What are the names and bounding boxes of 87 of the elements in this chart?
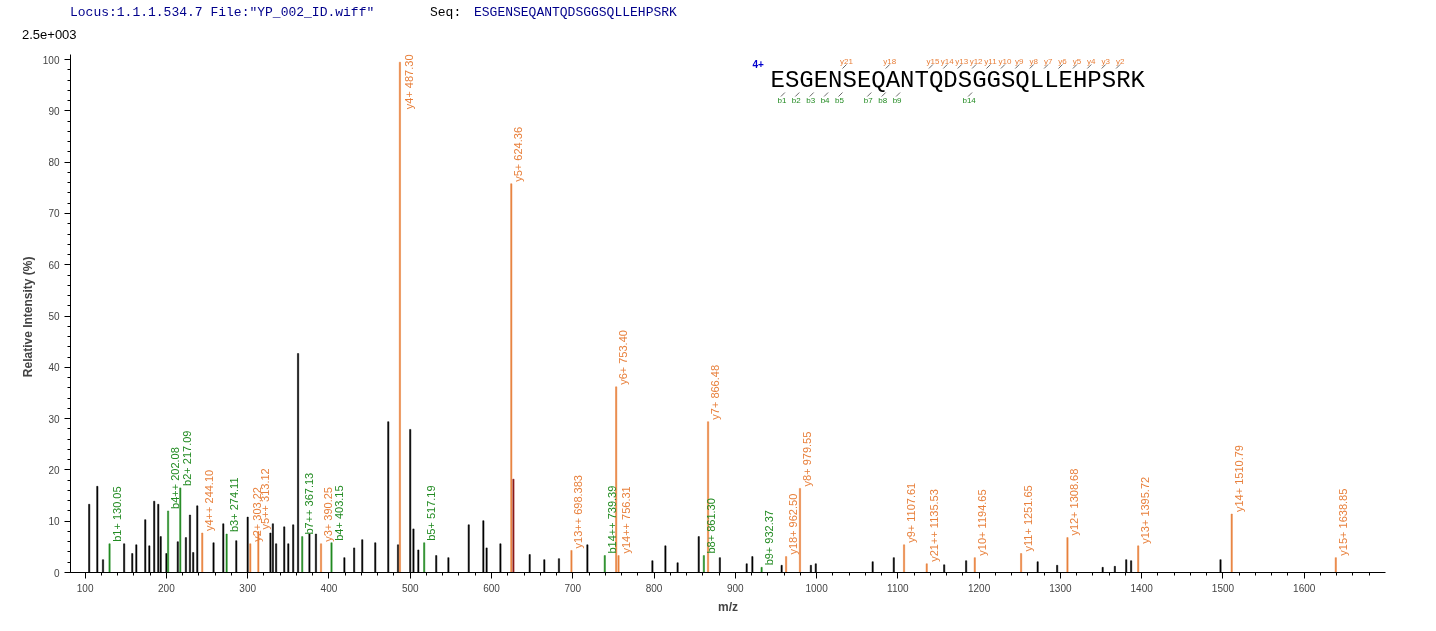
- annotation: y8: [1029, 57, 1039, 66]
- annotation: 4+: [752, 58, 765, 70]
- y-tick-label: 40: [48, 362, 60, 374]
- y-tick-label: 80: [48, 157, 60, 169]
- annotation: b4: [820, 96, 831, 105]
- y-tick-label: 100: [42, 54, 60, 66]
- annotation: b9: [892, 96, 903, 105]
- annotation: y18: [883, 57, 897, 66]
- annotation: y14: [940, 57, 955, 66]
- data-label: y6+ 753.40: [617, 330, 630, 385]
- data-label: y4++ 244.10: [203, 469, 216, 532]
- x-tick-label: 400: [320, 582, 338, 594]
- data-label: y15+ 1638.85: [1336, 488, 1349, 556]
- y-tick-label: 10: [48, 516, 60, 528]
- x-tick-label: 1100: [887, 582, 910, 594]
- annotation: y11: [984, 57, 998, 66]
- y-tick-label: 60: [48, 259, 60, 271]
- y-tick-label: 0: [53, 567, 60, 579]
- y-tick-label: 90: [48, 105, 60, 117]
- annotation: y6: [1058, 57, 1068, 66]
- data-label: b14++ 739.39: [605, 485, 618, 554]
- data-label: y8+ 979.55: [800, 431, 813, 487]
- x-tick-label: 900: [726, 582, 745, 594]
- x-tick-label: 1400: [1130, 582, 1154, 594]
- text: Locus:1.1.1.534.7 File:"YP_002_ID.wiff": [70, 4, 375, 22]
- text: ESGENSEQANTQDSGGSQLLEHPSRK: [474, 4, 677, 22]
- data-label: y11+ 1251.65: [1022, 485, 1035, 552]
- annotation: b8: [878, 96, 888, 105]
- text: Seq:: [430, 4, 462, 22]
- y-tick-label: 70: [48, 208, 60, 220]
- data-label: y10+ 1194.65: [975, 489, 988, 556]
- data-label: b3+ 274.11: [227, 477, 240, 533]
- x-tick-label: 200: [158, 582, 176, 594]
- x-tick-label: 300: [239, 582, 257, 594]
- annotation: y15: [926, 57, 940, 66]
- data-label: b2+ 217.09: [181, 430, 194, 486]
- annotation: y2: [1115, 57, 1125, 66]
- data-label: b5+ 517.19: [425, 485, 438, 541]
- x-tick-label: 1000: [805, 582, 829, 594]
- annotation: ESGENSEQANTQDSGGSQLLEHPSRK: [770, 67, 1146, 94]
- data-label: y18+ 962.50: [787, 493, 800, 555]
- data-label: y14+ 1510.79: [1232, 445, 1245, 513]
- data-label: y4+ 487.30: [402, 54, 415, 110]
- annotation: b3: [806, 96, 816, 105]
- annotation: y5: [1072, 57, 1082, 66]
- annotation: b5: [835, 96, 845, 105]
- annotation: b14: [962, 96, 977, 105]
- x-tick-label: 600: [483, 582, 501, 594]
- x-tick-label: 1500: [1211, 582, 1235, 594]
- x-tick-label: 800: [645, 582, 663, 594]
- annotation: b7: [863, 96, 874, 105]
- y-tick-label: 20: [48, 464, 60, 476]
- annotation: b2: [791, 96, 802, 105]
- data-label: y13++ 698.383: [572, 475, 585, 549]
- x-tick-label: 1300: [1049, 582, 1072, 594]
- annotation: y7: [1043, 57, 1053, 66]
- data-label: y9+ 1107.61: [905, 482, 918, 543]
- data-label: b8+ 861.30: [704, 498, 717, 554]
- data-label: b7++ 367.13: [303, 472, 316, 535]
- annotation: y3: [1101, 57, 1111, 66]
- x-tick-label: 1600: [1293, 582, 1316, 594]
- x-tick-label: 500: [401, 582, 419, 594]
- annotation: y10: [998, 57, 1012, 66]
- annotation: y9: [1015, 57, 1025, 66]
- x-tick-label: 1200: [968, 582, 991, 594]
- x-axis-title: m/z: [718, 599, 739, 614]
- y-axis-title: Relative Intensity (%): [20, 256, 35, 378]
- x-tick-label: 100: [76, 582, 94, 594]
- annotation: b1: [777, 96, 787, 105]
- data-label: b1+ 130.05: [110, 486, 123, 542]
- data-label: y5+ 624.36: [512, 126, 525, 182]
- data-label: b9+ 932.37: [762, 510, 775, 566]
- data-label: b4++ 202.08: [169, 447, 182, 509]
- x-tick-label: 700: [564, 582, 582, 594]
- y-tick-label: 30: [48, 413, 60, 425]
- annotation: y13: [955, 57, 969, 66]
- annotation: y4: [1087, 57, 1097, 66]
- annotation: y12: [969, 57, 984, 66]
- data-label: y21++ 1135.53: [927, 489, 940, 562]
- y-tick-label: 50: [48, 311, 60, 323]
- data-label: y14++ 756.31: [619, 486, 632, 554]
- data-label: y3+ 390.25: [322, 487, 335, 542]
- annotation: y21: [840, 57, 854, 66]
- text: 2.5e+003: [22, 26, 77, 44]
- data-label: y12+ 1308.68: [1068, 468, 1081, 536]
- data-label: y7+ 866.48: [709, 364, 722, 420]
- data-label: y13+ 1395.72: [1139, 476, 1152, 544]
